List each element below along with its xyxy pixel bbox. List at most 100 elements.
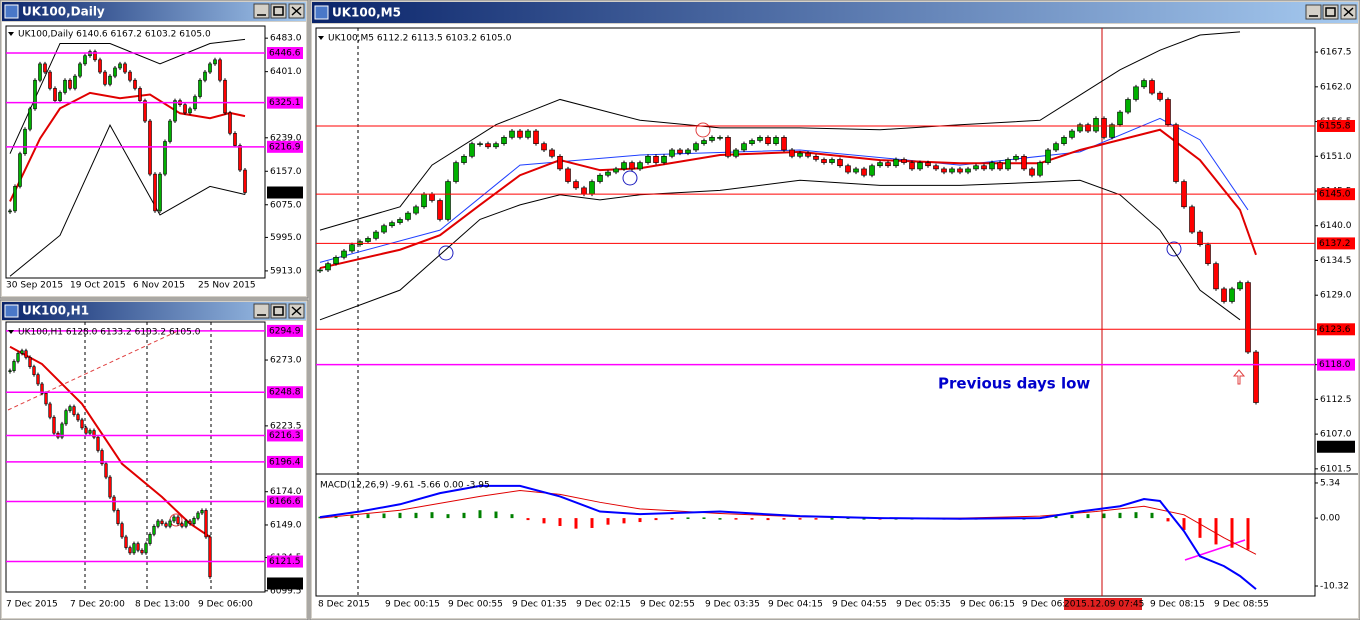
candle bbox=[997, 162, 1003, 170]
candle bbox=[829, 159, 835, 163]
window-buttons[interactable] bbox=[1305, 4, 1357, 20]
histogram-bar bbox=[622, 518, 626, 524]
candle bbox=[941, 168, 947, 173]
macd-line bbox=[319, 484, 1257, 590]
y-tick-label: 6129.0 bbox=[1320, 291, 1352, 301]
candle bbox=[163, 141, 167, 175]
candle bbox=[28, 108, 32, 130]
h1-window: UK100,H1 bbox=[0, 299, 309, 620]
level-label: 6118.0 bbox=[1319, 360, 1351, 370]
histogram-bar bbox=[638, 518, 642, 523]
candle bbox=[173, 100, 177, 122]
candle bbox=[749, 140, 755, 144]
window-title: UK100,M5 bbox=[332, 6, 401, 20]
candle bbox=[589, 181, 595, 195]
candle bbox=[168, 120, 172, 142]
title-bar[interactable] bbox=[2, 302, 306, 320]
candle bbox=[218, 59, 222, 81]
candle bbox=[1029, 168, 1035, 176]
candle bbox=[108, 476, 112, 498]
daily-window: UK100,Daily bbox=[0, 0, 309, 299]
candle bbox=[557, 155, 563, 170]
x-tick-label: 9 Dec 04:15 bbox=[768, 600, 823, 610]
candle bbox=[1125, 99, 1131, 113]
candle bbox=[208, 536, 212, 578]
level-label: 6121.5 bbox=[269, 557, 301, 567]
level-label: 6294.9 bbox=[269, 326, 301, 336]
histogram-bar bbox=[574, 518, 578, 529]
bid-label: 6105.0 bbox=[1319, 442, 1351, 452]
histogram-bar bbox=[798, 518, 802, 520]
x-tick-label: 9 Dec 00:15 bbox=[385, 600, 440, 610]
candle bbox=[238, 145, 242, 171]
candle bbox=[773, 137, 779, 144]
candle bbox=[104, 463, 108, 478]
candle bbox=[597, 174, 603, 182]
lower-band bbox=[319, 179, 1241, 321]
window-buttons[interactable] bbox=[253, 3, 305, 19]
candle bbox=[83, 55, 87, 65]
histogram-bar bbox=[862, 518, 866, 520]
candle bbox=[168, 520, 172, 527]
window-buttons[interactable] bbox=[253, 303, 305, 319]
minimize-button[interactable] bbox=[253, 303, 270, 319]
histogram-bar bbox=[350, 514, 354, 519]
candle bbox=[1077, 124, 1083, 132]
candle bbox=[541, 143, 547, 151]
candle bbox=[381, 225, 387, 233]
candle bbox=[965, 168, 971, 173]
level-label: 6446.6 bbox=[269, 49, 301, 59]
level-label: 6155.8 bbox=[1319, 121, 1351, 131]
level-box bbox=[1317, 188, 1355, 201]
minimize-button[interactable] bbox=[253, 3, 270, 19]
candle bbox=[869, 165, 875, 176]
candle bbox=[901, 159, 907, 163]
candle bbox=[1021, 155, 1027, 170]
candle bbox=[1109, 124, 1115, 138]
window-title: UK100,Daily bbox=[22, 5, 105, 19]
candle bbox=[100, 450, 104, 465]
candle bbox=[421, 193, 427, 208]
candle bbox=[717, 137, 723, 139]
candle bbox=[172, 516, 176, 522]
candle bbox=[1245, 282, 1251, 353]
candle bbox=[437, 200, 443, 220]
candle bbox=[1045, 149, 1051, 163]
minimize-button[interactable] bbox=[1305, 4, 1322, 20]
x-tick-label: 9 Dec 06:5 bbox=[1022, 600, 1071, 610]
candle bbox=[60, 423, 64, 438]
y-tick-label: 5995.0 bbox=[270, 233, 302, 243]
candle bbox=[48, 71, 52, 89]
time-highlight bbox=[1064, 598, 1142, 610]
histogram-bar bbox=[750, 518, 754, 520]
x-tick-label: 9 Dec 06:15 bbox=[960, 600, 1015, 610]
histogram-bar bbox=[702, 517, 706, 519]
candle bbox=[397, 219, 403, 223]
title-bar[interactable] bbox=[2, 2, 306, 21]
candle bbox=[677, 149, 683, 154]
candle bbox=[365, 238, 371, 242]
title-bar[interactable] bbox=[312, 2, 1358, 23]
y-tick-label: 6223.5 bbox=[270, 421, 302, 431]
candle bbox=[1117, 111, 1123, 126]
histogram-bar bbox=[494, 511, 498, 519]
histogram-bar bbox=[1054, 516, 1058, 519]
candle bbox=[341, 250, 347, 258]
candle bbox=[957, 168, 963, 173]
candle bbox=[78, 63, 82, 77]
histogram-bar bbox=[1166, 518, 1170, 522]
y-tick-label: 6239.0 bbox=[270, 133, 302, 143]
x-tick-label: 9 Dec 08:15 bbox=[1150, 600, 1205, 610]
level-label: 6166.6 bbox=[269, 497, 301, 507]
chart-area bbox=[2, 22, 306, 296]
candle bbox=[138, 88, 142, 101]
button-glyphs bbox=[1309, 7, 1354, 17]
candle bbox=[949, 168, 955, 173]
y-tick-label: 6157.0 bbox=[270, 167, 302, 177]
candle bbox=[909, 162, 915, 170]
level-box bbox=[1317, 237, 1355, 250]
candle bbox=[204, 510, 208, 538]
candle bbox=[213, 59, 217, 65]
bid-box bbox=[267, 577, 303, 590]
